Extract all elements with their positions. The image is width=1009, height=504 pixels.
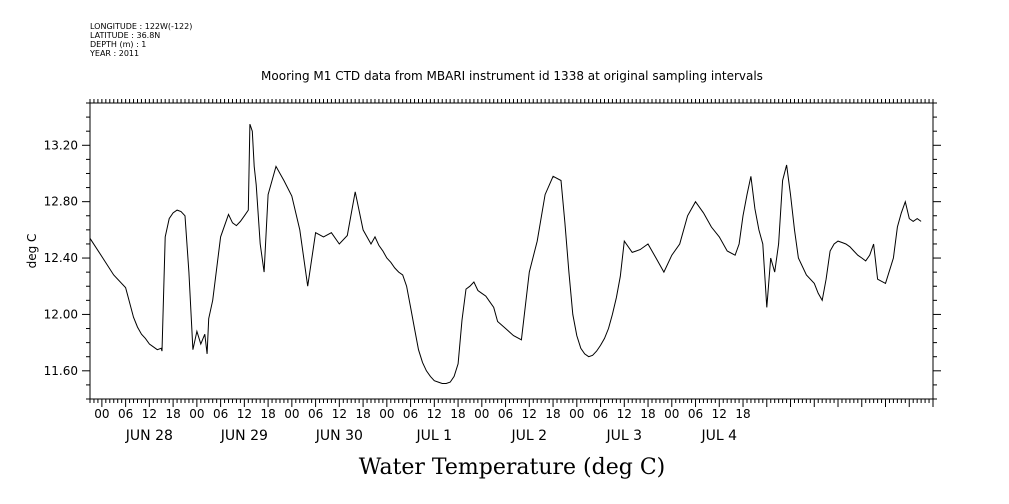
x-hour-label: 12 xyxy=(427,407,442,421)
x-hour-label: 06 xyxy=(118,407,133,421)
y-tick-label: 12.00 xyxy=(44,307,78,321)
x-hour-label: 00 xyxy=(189,407,204,421)
y-tick-label: 12.80 xyxy=(44,195,78,209)
plot-frame xyxy=(89,102,934,400)
x-hour-label: 00 xyxy=(664,407,679,421)
x-hour-label: 06 xyxy=(308,407,323,421)
depth-text: DEPTH (m) : 1 xyxy=(90,40,147,49)
x-day-label: JUL 3 xyxy=(606,428,643,444)
x-hour-label: 12 xyxy=(522,407,537,421)
x-hour-label: 12 xyxy=(617,407,632,421)
x-axis-day-labels: JUN 28 JUN 29 JUN 30 JUL 1 JUL 2 JUL 3 JUL 4 xyxy=(125,428,737,444)
x-day-label: JUL 1 xyxy=(416,428,453,444)
y-axis-ticks xyxy=(82,102,941,400)
longitude-text: LONGITUDE : 122W(-122) xyxy=(90,22,193,31)
x-day-label: JUL 2 xyxy=(511,428,548,444)
latitude-text: LATITUDE : 36.8N xyxy=(90,31,161,40)
metadata-block: LONGITUDE : 122W(-122) LATITUDE : 36.8N … xyxy=(90,22,192,58)
x-hour-label: 00 xyxy=(379,407,394,421)
x-hour-label: 18 xyxy=(735,407,750,421)
x-hour-label: 18 xyxy=(450,407,465,421)
x-axis-ticks xyxy=(89,99,934,407)
x-day-label: JUN 29 xyxy=(220,428,268,444)
x-axis-label: Water Temperature (deg C) xyxy=(359,455,666,480)
x-hour-label: 12 xyxy=(237,407,252,421)
x-day-label: JUN 30 xyxy=(315,428,363,444)
x-hour-label: 06 xyxy=(403,407,418,421)
x-hour-label: 12 xyxy=(332,407,347,421)
x-hour-label: 18 xyxy=(640,407,655,421)
y-axis-label: deg C xyxy=(25,234,39,269)
chart-title: Mooring M1 CTD data from MBARI instrumen… xyxy=(261,69,763,83)
x-hour-label: 06 xyxy=(213,407,228,421)
x-day-label: JUL 4 xyxy=(701,428,738,444)
year-text: YEAR : 2011 xyxy=(90,49,140,58)
water-temperature-line xyxy=(89,123,922,384)
x-hour-label: 00 xyxy=(284,407,299,421)
x-hour-label: 06 xyxy=(593,407,608,421)
x-hour-label: 00 xyxy=(94,407,109,421)
x-hour-label: 00 xyxy=(474,407,489,421)
x-day-label: JUN 28 xyxy=(125,428,173,444)
x-hour-label: 12 xyxy=(142,407,157,421)
x-hour-label: 18 xyxy=(165,407,180,421)
x-hour-label: 06 xyxy=(498,407,513,421)
y-tick-label: 11.60 xyxy=(44,364,78,378)
x-hour-label: 00 xyxy=(569,407,584,421)
y-tick-label: 12.40 xyxy=(44,251,78,265)
y-tick-label: 13.20 xyxy=(44,138,78,152)
x-hour-label: 18 xyxy=(355,407,370,421)
x-hour-label: 12 xyxy=(712,407,727,421)
x-hour-label: 18 xyxy=(545,407,560,421)
x-hour-label: 18 xyxy=(260,407,275,421)
y-axis-tick-labels: 11.60 12.00 12.40 12.80 13.20 xyxy=(44,138,78,378)
x-hour-label: 06 xyxy=(688,407,703,421)
x-axis-hour-labels: 00 06 12 18 00 06 12 18 00 06 12 18 00 06 12 18 00 06 12 18… xyxy=(94,407,750,421)
